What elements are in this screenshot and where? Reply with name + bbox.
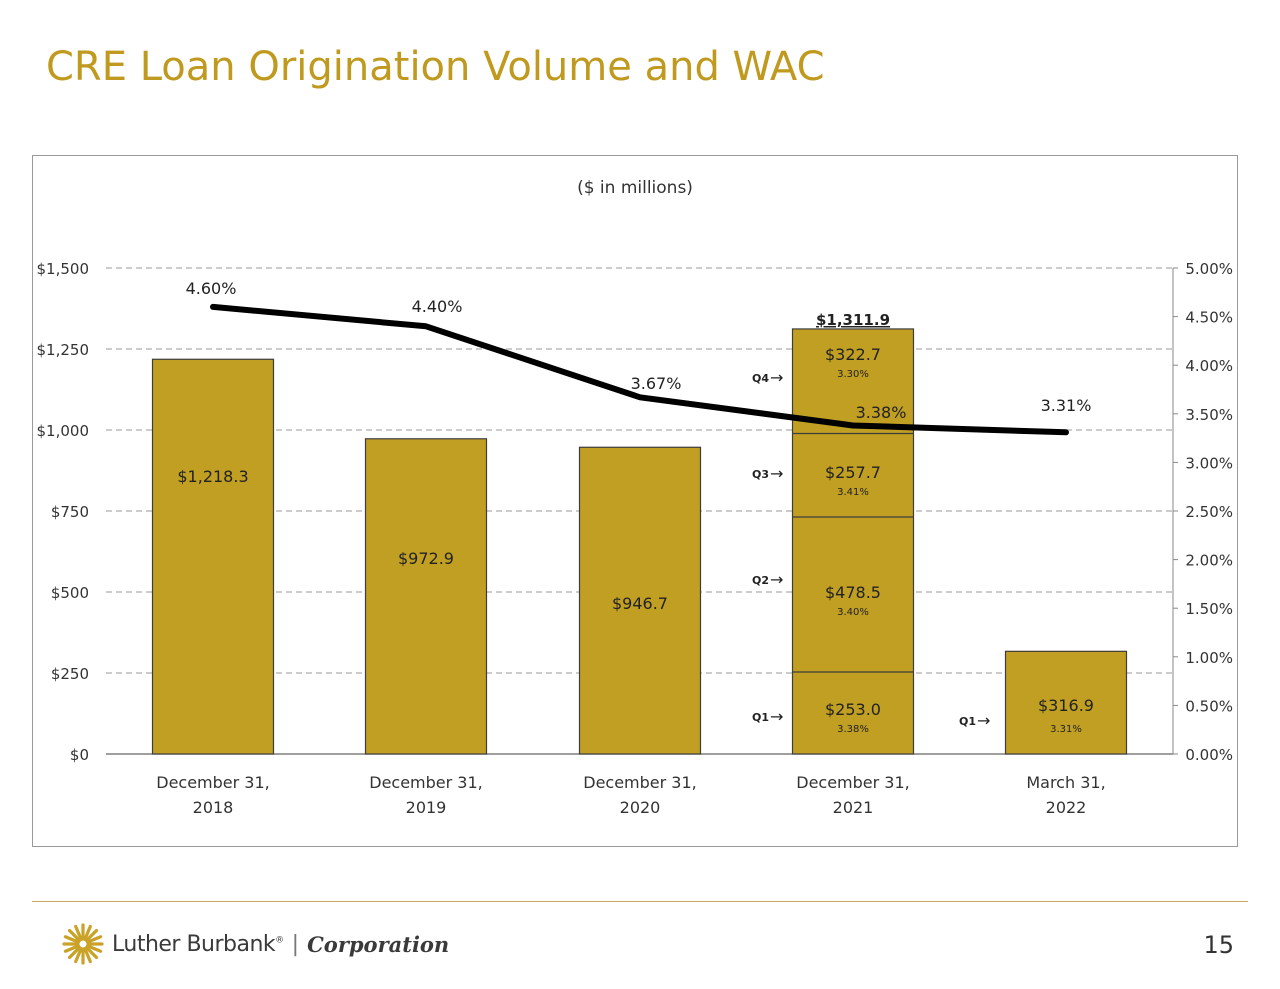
- bar-value-label: $946.7: [612, 594, 668, 613]
- x-tick-label: December 31,: [369, 773, 483, 792]
- segment-value-label: $253.0: [825, 700, 881, 719]
- logo-ray: [83, 924, 92, 941]
- logo-ray: [84, 945, 99, 960]
- y-right-tick-label: 1.00%: [1185, 649, 1233, 667]
- wac-label: 4.40%: [412, 297, 463, 316]
- logo-ray: [63, 935, 80, 944]
- x-tick-label: December 31,: [156, 773, 270, 792]
- segment-rate-label: 3.38%: [837, 724, 869, 735]
- sunburst-logo-icon: [62, 923, 104, 965]
- bar-0: [151, 358, 275, 755]
- x-tick-label: 2018: [193, 798, 234, 817]
- y-right-tick-label: 4.00%: [1185, 357, 1233, 375]
- wac-line: [210, 303, 1069, 436]
- origination-chart: ($ in millions) $0 $250 $500 $750 $1,000 $1,25…: [37, 178, 1234, 817]
- y-left-tick-label: $500: [51, 584, 89, 602]
- y-right-tick-label: 3.00%: [1185, 454, 1233, 472]
- quarter-label: Q4: [752, 372, 769, 385]
- quarter-label: Q2: [752, 574, 769, 587]
- segment-rate-label: 3.30%: [837, 369, 869, 380]
- x-tick-label: 2021: [833, 798, 874, 817]
- logo-separator: |: [291, 931, 300, 957]
- wac-label: 3.31%: [1041, 396, 1092, 415]
- logo-ray: [83, 947, 92, 964]
- segment-rate-label: 3.40%: [837, 607, 869, 618]
- chart-subtitle: ($ in millions): [577, 178, 693, 198]
- quarter-label: Q1: [959, 715, 976, 728]
- logo-brand: Luther Burbank®: [112, 931, 284, 957]
- bar-2: [578, 446, 702, 755]
- x-tick-label: 2019: [406, 798, 447, 817]
- quarter-label: Q3: [752, 468, 769, 481]
- y-right-tick-label: 0.50%: [1185, 697, 1233, 715]
- y-left-tick-label: $1,500: [37, 260, 90, 278]
- wac-label: 3.38%: [856, 403, 907, 422]
- quarter-arrow: →: [770, 707, 783, 726]
- y-left-tick-label: $1,250: [37, 341, 90, 359]
- quarter-arrow: →: [770, 570, 783, 589]
- company-logo: Luther Burbank® | Corporation: [62, 922, 449, 966]
- y-right-tick-label: 0.00%: [1185, 746, 1233, 764]
- bar-1: [364, 438, 488, 755]
- segment-value-label: $322.7: [825, 345, 881, 364]
- logo-ray: [86, 944, 103, 953]
- y-right-tick-label: 3.50%: [1185, 406, 1233, 424]
- y-left-tick-label: $1,000: [37, 422, 90, 440]
- quarter-arrow: →: [770, 368, 783, 387]
- page-number: 15: [1203, 931, 1234, 959]
- quarter-arrow: →: [770, 464, 783, 483]
- y-left-tick-label: $750: [51, 503, 89, 521]
- y-right-tick-label: 4.50%: [1185, 309, 1233, 327]
- x-tick-label: March 31,: [1026, 773, 1105, 792]
- bar-value-label: $316.9: [1038, 696, 1094, 715]
- chart-frame: ($ in millions) $0 $250 $500 $750 $1,000 $1,25…: [32, 155, 1238, 847]
- logo-ray: [63, 944, 80, 953]
- bar-value-label: $1,218.3: [177, 467, 248, 486]
- y-right-tick-label: 2.00%: [1185, 552, 1233, 570]
- segment-value-label: $478.5: [825, 583, 881, 602]
- logo-ray: [74, 947, 83, 964]
- y-right-tick-label: 2.50%: [1185, 503, 1233, 521]
- logo-registered-mark: ®: [275, 935, 284, 946]
- page-title: CRE Loan Origination Volume and WAC: [46, 44, 825, 90]
- logo-ray: [86, 935, 103, 944]
- x-tick-label: 2020: [620, 798, 661, 817]
- bar-value-label: $972.9: [398, 549, 454, 568]
- y-left-tick-label: $0: [70, 746, 89, 764]
- segment-value-label: $257.7: [825, 463, 881, 482]
- segment-rate-label: 3.41%: [837, 487, 869, 498]
- y-right-tick-label: 5.00%: [1185, 260, 1233, 278]
- y-right-tick-label: 1.50%: [1185, 600, 1233, 618]
- bar-rate-label: 3.31%: [1050, 724, 1082, 735]
- logo-corporation: Corporation: [307, 931, 450, 957]
- bar-3: [791, 328, 915, 755]
- x-tick-label: December 31,: [583, 773, 697, 792]
- quarter-arrow: →: [977, 711, 990, 730]
- x-tick-label: December 31,: [796, 773, 910, 792]
- logo-ray: [84, 928, 99, 943]
- logo-ray: [74, 924, 83, 941]
- x-tick-label: 2022: [1046, 798, 1087, 817]
- bar-4: [1004, 650, 1128, 755]
- footer-divider: [32, 901, 1248, 902]
- logo-ray: [67, 928, 82, 943]
- wac-label: 3.67%: [631, 374, 682, 393]
- y-left-tick-label: $250: [51, 665, 89, 683]
- wac-label: 4.60%: [186, 279, 237, 298]
- logo-ray: [67, 945, 82, 960]
- bar-total-label: $1,311.9: [816, 311, 890, 329]
- quarter-label: Q1: [752, 711, 769, 724]
